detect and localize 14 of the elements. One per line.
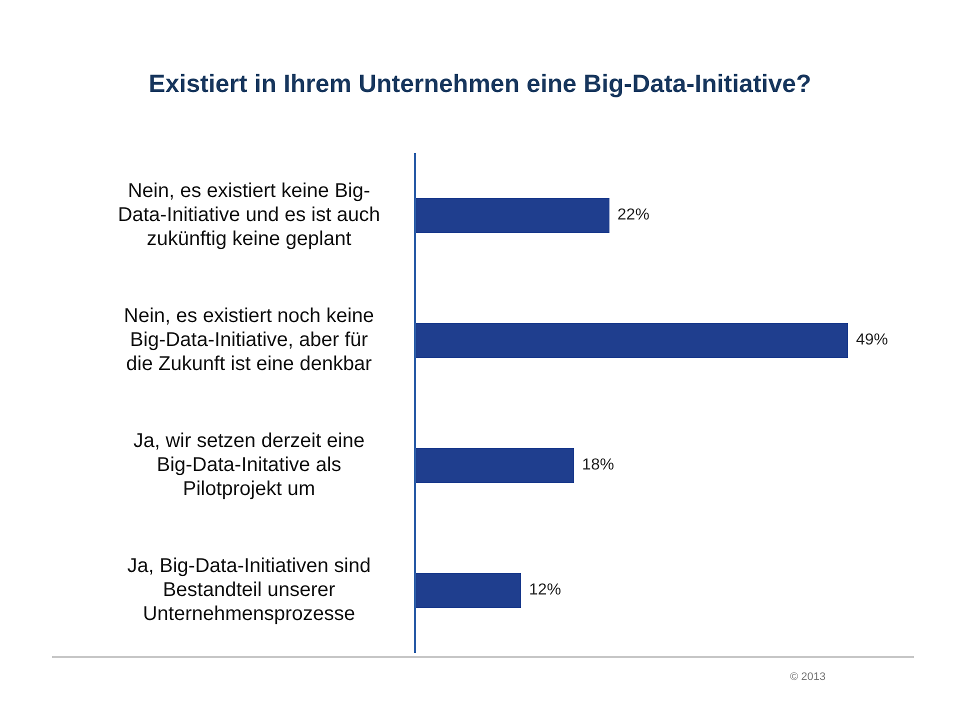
data-label: 49%	[856, 332, 888, 349]
y-tick-label: Nein, es existiert keine Big-Data-Initiative und es ist auch zukünftig keine geplant	[118, 180, 380, 250]
bar	[415, 448, 574, 483]
data-label: 12%	[529, 582, 562, 599]
bar	[415, 198, 610, 233]
chart-title: Existiert in Ihrem Unternehmen eine Big-Data-Initiative?	[148, 70, 812, 99]
bar	[415, 323, 848, 358]
data-label: 18%	[582, 456, 614, 474]
y-tick-label: Ja, wir setzen derzeit eine Big-Data-Initative als Pilotprojekt um	[133, 430, 365, 500]
data-label: 22%	[617, 206, 650, 224]
y-tick-label: Ja, Big-Data-Initiativen sind Bestandteil unserer Unternehmensprozesse	[127, 554, 371, 625]
y-tick-label: Nein, es existiert noch keine Big-Data-Initiative, aber für die Zukunft ist eine denkbar	[124, 304, 374, 375]
text: © 2013	[790, 671, 826, 683]
bar	[415, 573, 522, 608]
